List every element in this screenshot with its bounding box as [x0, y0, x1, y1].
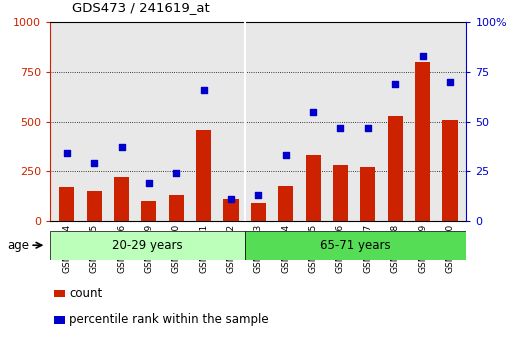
- Point: [145, 180, 153, 186]
- Bar: [224, 199, 238, 221]
- Point: [199, 87, 208, 92]
- Bar: [388, 116, 403, 221]
- Text: 65-71 years: 65-71 years: [320, 239, 391, 252]
- Text: percentile rank within the sample: percentile rank within the sample: [69, 313, 269, 326]
- Bar: [142, 201, 156, 221]
- Bar: [196, 130, 211, 221]
- Bar: [244, 231, 466, 260]
- Point: [117, 145, 126, 150]
- Bar: [360, 167, 375, 221]
- Bar: [169, 195, 184, 221]
- Bar: [86, 191, 102, 221]
- Point: [418, 53, 427, 59]
- Point: [309, 109, 317, 115]
- Bar: [333, 165, 348, 221]
- Point: [446, 79, 454, 85]
- Bar: [278, 186, 293, 221]
- Point: [364, 125, 372, 130]
- Bar: [50, 231, 244, 260]
- Point: [63, 150, 71, 156]
- Bar: [415, 62, 430, 221]
- Point: [336, 125, 344, 130]
- Text: 20-29 years: 20-29 years: [112, 239, 183, 252]
- Bar: [114, 177, 129, 221]
- Point: [391, 81, 400, 87]
- Bar: [54, 316, 65, 324]
- Bar: [54, 289, 65, 297]
- Bar: [443, 120, 457, 221]
- Point: [227, 196, 235, 202]
- Text: age: age: [7, 239, 30, 252]
- Point: [281, 152, 290, 158]
- Point: [90, 160, 99, 166]
- Bar: [306, 155, 321, 221]
- Text: GDS473 / 241619_at: GDS473 / 241619_at: [72, 1, 209, 14]
- Text: count: count: [69, 287, 103, 300]
- Bar: [59, 187, 74, 221]
- Bar: [251, 203, 266, 221]
- Point: [172, 170, 181, 176]
- Point: [254, 192, 262, 198]
